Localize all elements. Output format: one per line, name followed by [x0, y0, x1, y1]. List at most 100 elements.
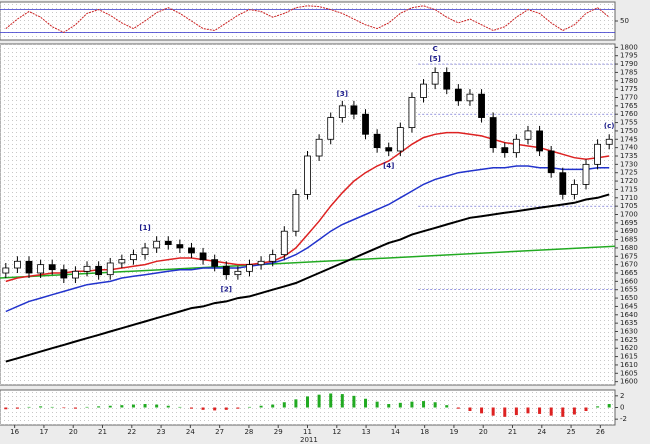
y-tick-label: 1620: [620, 344, 638, 352]
candle-body: [246, 264, 253, 272]
y-tick-label: 1730: [620, 160, 638, 168]
hist-bar: [236, 407, 240, 409]
y-tick-label: 2: [620, 392, 624, 400]
candle-body: [60, 269, 68, 279]
candle-body: [257, 260, 265, 266]
y-tick-label: 1690: [620, 227, 638, 235]
y-tick-label: 1630: [620, 328, 638, 336]
moving-average: [5, 193, 610, 363]
hist-bar: [294, 399, 298, 408]
candle-body: [269, 254, 277, 262]
y-tick-label: 1740: [620, 144, 638, 152]
x-tick-label: 18: [420, 428, 429, 436]
hist-bar: [503, 407, 507, 417]
y-tick-label: 1795: [620, 52, 638, 60]
hist-bar: [456, 407, 460, 409]
candle-body: [222, 265, 230, 276]
hist-bar: [445, 405, 449, 408]
y-tick-label: 1680: [620, 244, 638, 252]
candle-body: [106, 262, 114, 276]
candle-body: [327, 117, 335, 140]
year-label: 2011: [300, 436, 318, 444]
y-tick-label: 1800: [620, 43, 638, 51]
hist-bar: [514, 407, 518, 416]
x-tick-label: 25: [567, 428, 576, 436]
x-tick-label: 24: [537, 428, 546, 436]
hist-bar: [224, 407, 228, 410]
hist-bar: [85, 406, 89, 408]
y-tick-label: 1625: [620, 336, 638, 344]
wave-label: [2]: [221, 286, 232, 294]
moving-average: [5, 165, 610, 313]
y-tick-label: 1765: [620, 102, 638, 110]
x-tick-label: 28: [244, 428, 253, 436]
hist-bar: [27, 406, 31, 408]
candle-body: [48, 264, 56, 271]
candle-body: [396, 127, 404, 152]
hist-bar: [526, 407, 530, 414]
y-tick-label: 0: [620, 404, 624, 412]
hist-bar: [166, 405, 170, 408]
candle-body: [443, 72, 451, 90]
x-tick-label: 21: [98, 428, 107, 436]
hist-bar: [201, 407, 205, 410]
candle-body: [605, 138, 613, 145]
y-tick-label: -2: [620, 415, 627, 423]
y-tick-label: 1710: [620, 194, 638, 202]
candle-body: [454, 88, 462, 102]
candle-body: [362, 113, 369, 135]
y-tick-label: 1645: [620, 302, 638, 310]
candle-body: [524, 130, 532, 140]
hist-bar: [329, 393, 333, 408]
y-tick-label: 50: [620, 17, 629, 25]
candle-body: [385, 147, 393, 152]
y-tick-label: 1720: [620, 177, 638, 185]
osc-grid: [0, 2, 615, 40]
hist-bar: [178, 406, 182, 408]
candle-body: [118, 259, 126, 264]
x-tick-label: 14: [391, 428, 400, 436]
candle-body: [153, 240, 161, 249]
candle-body: [466, 93, 474, 102]
hist-bar: [491, 407, 495, 416]
candle-body: [594, 143, 601, 165]
candle-body: [570, 184, 578, 195]
y-tick-label: 1725: [620, 169, 638, 177]
candle-body: [130, 254, 137, 261]
hist-bar: [213, 407, 217, 411]
x-tick-label: 20: [69, 428, 78, 436]
candle-body: [489, 117, 497, 149]
hist-bar: [306, 396, 309, 408]
hist-bar: [4, 407, 8, 410]
hist-bar: [572, 407, 576, 415]
wave-label: [1]: [139, 224, 150, 232]
hist-bar: [607, 404, 611, 408]
hist-bar: [247, 406, 251, 408]
hist-bar: [352, 395, 356, 408]
candle-body: [164, 240, 172, 245]
y-tick-label: 1685: [620, 236, 638, 244]
candle-body: [199, 252, 207, 261]
oscillator-line: [5, 5, 610, 33]
x-tick-label: 20: [479, 428, 488, 436]
y-tick-label: 1695: [620, 219, 638, 227]
hist-bar: [143, 404, 147, 408]
x-tick-label: 19: [449, 428, 458, 436]
hist-bar: [398, 402, 402, 408]
y-tick-label: 1755: [620, 119, 638, 127]
candle-body: [2, 267, 10, 274]
hist-bar: [468, 407, 472, 411]
x-tick-label: 29: [274, 428, 283, 436]
hist-bar: [271, 404, 275, 408]
candle-body: [72, 270, 79, 279]
candle-body: [420, 83, 427, 98]
hist-bar: [375, 401, 379, 408]
candle-body: [338, 105, 346, 118]
y-tick-label: 1705: [620, 202, 638, 210]
wave-label: (c): [604, 122, 615, 130]
x-tick-label: 16: [10, 428, 19, 436]
main-grid: [0, 44, 615, 385]
hist-bar: [62, 407, 66, 409]
candle-body: [304, 155, 311, 195]
y-tick-label: 1715: [620, 185, 638, 193]
